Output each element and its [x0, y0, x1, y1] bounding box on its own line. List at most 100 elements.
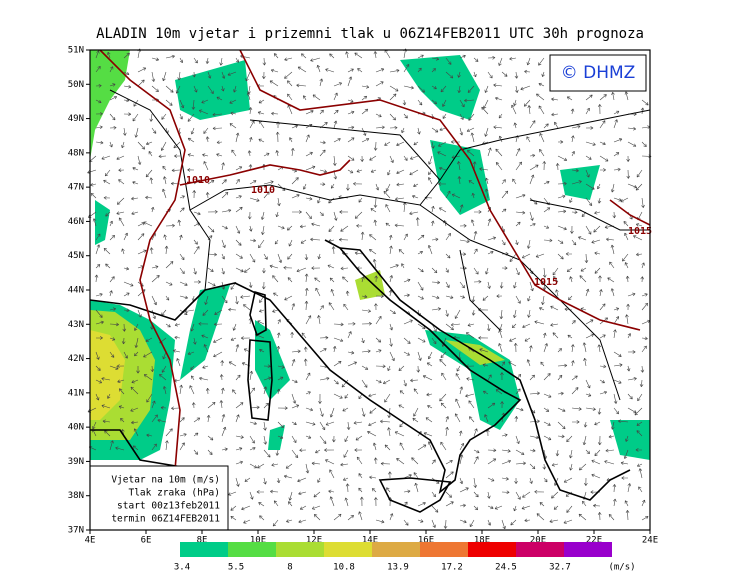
wind-arrow [273, 500, 279, 507]
wind-arrow [165, 440, 169, 451]
wind-arrow [529, 211, 534, 221]
wind-arrow [191, 402, 196, 409]
wind-arrow [427, 351, 433, 360]
wind-arrow [319, 169, 327, 173]
wind-arrow [627, 126, 637, 131]
wind-arrow [627, 183, 637, 189]
wind-arrow [458, 430, 463, 437]
wind-arrow [369, 475, 377, 480]
wind-arrow [263, 364, 271, 369]
wind-arrow [445, 416, 449, 423]
wind-arrow [431, 505, 439, 513]
wind-arrow [607, 277, 615, 283]
wind-arrow [361, 95, 368, 101]
wind-arrow [187, 137, 195, 143]
wind-arrow [534, 490, 545, 494]
wind-arrow [569, 276, 573, 283]
wind-arrow [179, 113, 183, 120]
wind-arrow [171, 168, 181, 173]
wind-arrow [635, 448, 643, 452]
wind-arrow [605, 448, 615, 453]
wind-arrow [179, 234, 183, 241]
wind-arrow [501, 239, 506, 246]
wind-arrow [387, 169, 391, 176]
wind-arrow [431, 141, 435, 149]
wind-arrow [328, 489, 335, 494]
wind-arrow [158, 154, 167, 159]
wind-arrow [431, 307, 441, 311]
wind-arrow [273, 292, 279, 297]
wind-arrow [437, 151, 447, 157]
wind-arrow [543, 238, 553, 243]
wind-arrow [221, 414, 226, 423]
wind-arrow [542, 281, 547, 291]
wind-arrow [515, 210, 526, 215]
wind-arrow [288, 491, 293, 501]
wind-arrow [431, 68, 436, 73]
wind-arrow [344, 435, 349, 443]
wind-arrow [333, 337, 344, 343]
wind-arrow [441, 372, 447, 381]
wind-arrow [388, 234, 393, 241]
wind-arrow [249, 238, 257, 243]
wind-arrow [165, 261, 174, 269]
wind-arrow [638, 468, 643, 479]
wind-arrow [585, 126, 594, 130]
wind-arrow [585, 141, 596, 146]
wind-arrow [205, 192, 210, 199]
wind-arrow [192, 190, 196, 199]
wind-arrow [203, 161, 209, 171]
wind-arrow [319, 182, 326, 186]
wind-arrow [508, 361, 517, 367]
wind-arrow [249, 120, 255, 129]
wind-arrow [611, 421, 615, 430]
wind-arrow [473, 71, 477, 78]
info-line: termin 06Z14FEB2011 [111, 514, 220, 525]
wind-arrow [291, 177, 299, 185]
lon-label: 24E [642, 536, 658, 546]
wind-arrow [95, 393, 100, 401]
lat-label: 47N [68, 183, 84, 193]
wind-arrow [375, 337, 382, 343]
wind-arrow [235, 166, 243, 171]
wind-arrow [445, 426, 449, 437]
wind-arrow [132, 167, 139, 171]
wind-arrow [511, 104, 517, 115]
wind-arrow [133, 428, 139, 437]
wind-arrow [287, 277, 293, 283]
wind-arrow [303, 95, 307, 101]
wind-arrow [582, 500, 587, 507]
lat-label: 51N [68, 46, 84, 56]
colorbar-label: 10.8 [333, 563, 355, 573]
wind-arrow [428, 177, 433, 185]
wind-arrow [487, 55, 496, 60]
wind-arrow [498, 57, 503, 66]
wind-arrow [287, 80, 293, 87]
wind-arrow [333, 92, 338, 101]
wind-arrow [123, 112, 132, 116]
wind-arrow [151, 85, 159, 92]
wind-arrow [212, 126, 223, 131]
isobar-label: 1015 [534, 277, 558, 288]
wind-arrow [611, 92, 615, 101]
wind-arrow [457, 176, 462, 185]
wind-arrow [529, 174, 535, 185]
wind-arrow [551, 463, 559, 467]
wind-arrow [403, 155, 408, 161]
wind-arrow [109, 113, 116, 121]
wind-arrow [355, 435, 363, 441]
wind-arrow [109, 96, 118, 101]
wind-arrow [454, 309, 461, 319]
wind-arrow [417, 501, 426, 507]
wind-arrow [455, 373, 461, 381]
wind-arrow [459, 503, 466, 508]
wind-arrow [479, 348, 489, 353]
wind-arrow [276, 388, 281, 395]
wind-arrow [347, 125, 355, 130]
wind-arrow [205, 57, 210, 64]
wind-arrow [283, 265, 293, 270]
wind-arrow [375, 519, 385, 524]
wind-arrow [442, 113, 447, 119]
wind-arrow [325, 459, 335, 465]
wind-arrow [347, 331, 352, 339]
